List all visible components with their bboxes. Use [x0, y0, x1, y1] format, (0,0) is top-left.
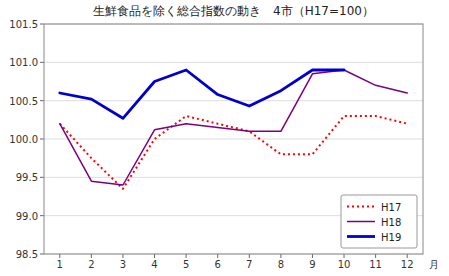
x-tick-label: 12 [401, 259, 414, 270]
axes: 98.599.099.5100.0100.5101.0101.512345678… [9, 19, 423, 270]
grid [44, 24, 423, 254]
y-tick [40, 215, 44, 216]
x-tick [59, 254, 60, 258]
x-tick [91, 254, 92, 258]
y-tick-label: 98.5 [16, 249, 38, 260]
y-tick [40, 254, 44, 255]
grid-line [44, 62, 423, 63]
legend-box [341, 195, 417, 248]
x-tick-label: 3 [120, 259, 126, 270]
x-tick [312, 254, 313, 258]
y-tick [40, 139, 44, 140]
x-tick [217, 254, 218, 258]
y-tick [40, 62, 44, 63]
x-tick-label: 6 [215, 259, 221, 270]
x-tick-label: 8 [278, 259, 284, 270]
y-tick-label: 99.5 [16, 172, 38, 183]
x-tick-label: 7 [246, 259, 252, 270]
series-group [60, 70, 407, 189]
legend-swatch [347, 221, 375, 223]
x-tick-label: 4 [151, 259, 157, 270]
x-tick-label: 10 [338, 259, 351, 270]
y-tick [40, 177, 44, 178]
y-tick-label: 100.5 [9, 96, 38, 107]
series-line [60, 116, 407, 189]
legend-label: H18 [381, 217, 401, 228]
y-tick [40, 100, 44, 101]
x-tick [375, 254, 376, 258]
series-line [60, 70, 344, 118]
y-tick-label: 99.0 [16, 211, 38, 222]
legend: H17 H18 H19 [341, 195, 417, 248]
plot-frame [44, 24, 423, 254]
x-tick [280, 254, 281, 258]
y-tick-label: 101.5 [9, 19, 38, 30]
x-axis-label: 月 [429, 259, 439, 270]
title: 生鮮食品を除く総合指数の動き 4市（H17=100） [93, 4, 374, 18]
x-tick [154, 254, 155, 258]
y-tick [40, 24, 44, 25]
legend-label: H19 [381, 232, 401, 243]
x-tick-label: 11 [369, 259, 382, 270]
legend-label: H17 [381, 202, 401, 213]
y-tick-label: 100.0 [9, 134, 38, 145]
x-tick-label: 2 [88, 259, 94, 270]
y-tick-label: 101.0 [9, 57, 38, 68]
series-line [60, 70, 407, 185]
chart: 生鮮食品を除く総合指数の動き 4市（H17=100） 98.5 99.0 99.5 10… [0, 0, 449, 276]
legend-swatch [347, 206, 375, 208]
x-tick-label: 9 [309, 259, 315, 270]
x-tick-label: 1 [57, 259, 63, 270]
x-tick-label: 5 [183, 259, 189, 270]
x-tick [122, 254, 123, 258]
legend-swatch [347, 235, 375, 238]
grid-line [44, 177, 423, 178]
x-tick [186, 254, 187, 258]
x-tick [407, 254, 408, 258]
background [0, 0, 449, 276]
grid-line [44, 139, 423, 140]
x-tick [344, 254, 345, 258]
x-tick [249, 254, 250, 258]
